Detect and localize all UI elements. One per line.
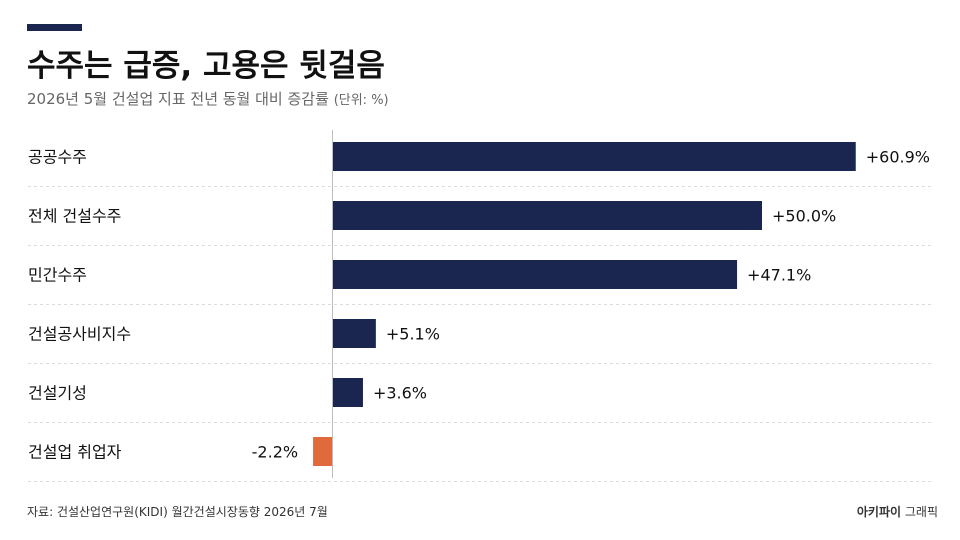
category-label: 건설기성 xyxy=(28,384,87,403)
brand-suffix: 그래픽 xyxy=(904,505,938,519)
source-note: 자료: 건설산업연구원(KIDI) 월간건설시장동향 2026년 7월 xyxy=(27,505,328,519)
bar xyxy=(332,201,762,230)
value-label: +60.9% xyxy=(866,148,930,167)
bar xyxy=(332,378,363,407)
chart-title: 수주는 급증, 고용은 뒷걸음 xyxy=(27,48,385,84)
value-label: +5.1% xyxy=(386,325,440,344)
category-label: 건설업 취업자 xyxy=(28,443,122,462)
title-accent-bar xyxy=(27,24,82,31)
bar xyxy=(332,260,738,289)
brand-credit: 아키파이 그래픽 xyxy=(857,503,938,520)
unit-label: (단위: %) xyxy=(333,93,389,108)
category-label: 민간수주 xyxy=(28,266,87,285)
chart-subtitle: 2026년 5월 건설업 지표 전년 동월 대비 증감률 (단위: %) xyxy=(27,88,389,109)
bar xyxy=(332,142,856,171)
bar xyxy=(332,319,376,348)
category-label: 건설공사비지수 xyxy=(28,325,131,344)
category-label: 공공수주 xyxy=(28,148,87,167)
subtitle-text: 2026년 5월 건설업 지표 전년 동월 대비 증감률 xyxy=(27,90,329,108)
value-label: -2.2% xyxy=(252,443,298,462)
category-label: 전체 건설수주 xyxy=(28,207,121,226)
value-label: +3.6% xyxy=(373,384,427,403)
brand-name: 아키파이 xyxy=(856,505,902,519)
value-label: +50.0% xyxy=(772,207,836,226)
bar xyxy=(313,437,332,466)
value-label: +47.1% xyxy=(747,266,811,285)
